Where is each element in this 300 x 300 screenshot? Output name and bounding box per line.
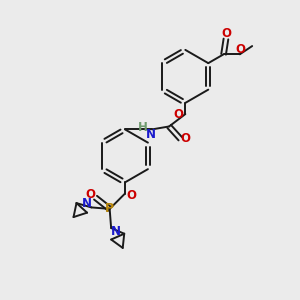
Text: O: O <box>235 43 245 56</box>
Text: O: O <box>221 28 232 40</box>
Text: O: O <box>180 132 190 145</box>
Text: O: O <box>127 188 136 202</box>
Text: N: N <box>146 128 156 141</box>
Text: P: P <box>105 202 114 215</box>
Text: N: N <box>111 225 121 238</box>
Text: O: O <box>85 188 95 201</box>
Text: H: H <box>138 121 148 134</box>
Text: O: O <box>174 108 184 121</box>
Text: N: N <box>82 197 92 210</box>
